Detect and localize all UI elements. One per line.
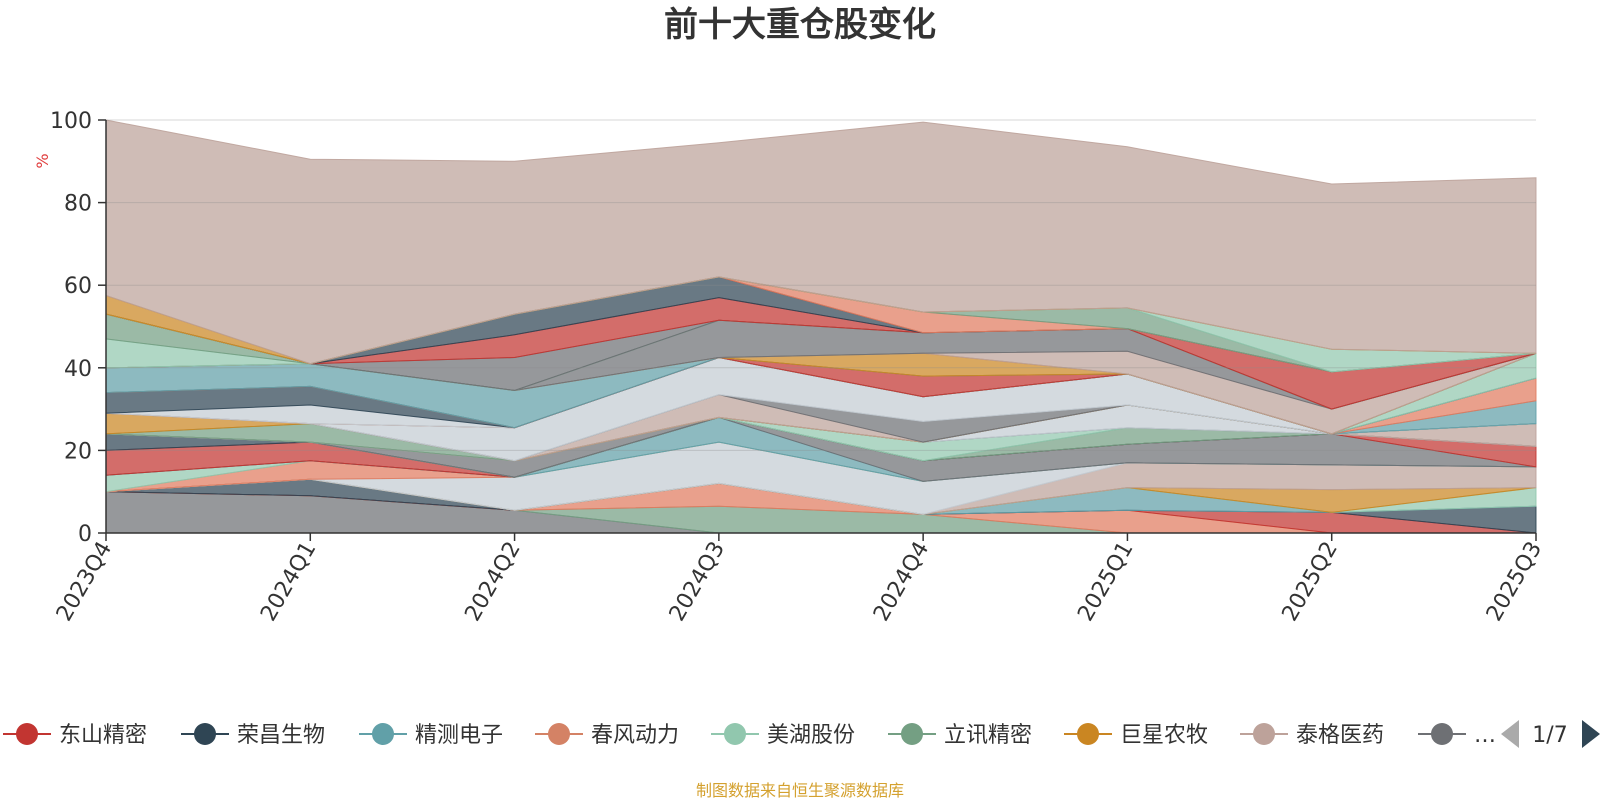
legend-marker-icon (901, 723, 923, 745)
area-series-46 (105, 119, 1537, 365)
legend-label: 巨星农牧 (1120, 723, 1208, 748)
x-tick-label-2025Q2: 2025Q2 (1278, 538, 1343, 626)
legend-label: 东山精密 (59, 723, 147, 748)
legend-marker-icon (1077, 723, 1099, 745)
legend-item-9[interactable]: … (1418, 723, 1496, 748)
legend-marker-icon (1431, 723, 1453, 745)
y-tick-label-100: 100 (50, 109, 92, 134)
x-tick-label-2025Q1: 2025Q1 (1073, 538, 1138, 626)
legend-label: 精测电子 (415, 723, 503, 748)
legend-item-1[interactable]: 东山精密 (3, 723, 147, 748)
y-tick-label-40: 40 (64, 357, 92, 382)
legend-label: 春风动力 (591, 723, 679, 748)
legend-item-2[interactable]: 荣昌生物 (181, 723, 325, 748)
legend-next-page-icon[interactable] (1582, 720, 1600, 748)
x-tick-label-2023Q4: 2023Q4 (52, 538, 117, 626)
x-tick-label-2024Q3: 2024Q3 (665, 538, 730, 626)
y-tick-label-60: 60 (64, 274, 92, 299)
x-tick-label-2024Q4: 2024Q4 (869, 538, 934, 626)
gridlines (106, 119, 1536, 451)
x-tick-label-2024Q2: 2024Q2 (460, 538, 525, 626)
legend: 东山精密 荣昌生物 精测电子 春风动力 美湖股份 立讯精密 巨星农牧 泰格医药 … (3, 723, 1496, 748)
legend-marker-icon (16, 723, 38, 745)
legend-label: 泰格医药 (1296, 723, 1384, 748)
chart-title: 前十大重仓股变化 (664, 5, 936, 45)
y-axis-label: % (33, 153, 52, 168)
area-series-group (105, 119, 1537, 534)
legend-page-indicator: 1/7 (1532, 723, 1567, 748)
legend-item-4[interactable]: 春风动力 (535, 723, 679, 748)
legend-label: 立讯精密 (944, 723, 1032, 748)
x-tick-label-2024Q1: 2024Q1 (256, 538, 321, 626)
legend-marker-icon (1253, 723, 1275, 745)
legend-label: 荣昌生物 (237, 723, 325, 748)
legend-label: 美湖股份 (767, 723, 855, 748)
legend-item-3[interactable]: 精测电子 (359, 723, 503, 748)
legend-marker-icon (548, 723, 570, 745)
source-note: 制图数据来自恒生聚源数据库 (696, 781, 904, 800)
y-tick-label-80: 80 (64, 192, 92, 217)
legend-pager: 1/7 (1501, 720, 1600, 748)
legend-item-5[interactable]: 美湖股份 (711, 723, 855, 748)
x-tick-label-2025Q3: 2025Q3 (1482, 538, 1547, 626)
legend-item-7[interactable]: 巨星农牧 (1064, 723, 1208, 748)
legend-marker-icon (372, 723, 394, 745)
legend-item-8[interactable]: 泰格医药 (1240, 723, 1384, 748)
y-tick-label-0: 0 (78, 522, 92, 547)
legend-prev-page-icon[interactable] (1501, 720, 1519, 748)
legend-item-6[interactable]: 立讯精密 (888, 723, 1032, 748)
y-tick-label-20: 20 (64, 439, 92, 464)
legend-label: … (1474, 723, 1496, 748)
legend-marker-icon (724, 723, 746, 745)
legend-marker-icon (194, 723, 216, 745)
